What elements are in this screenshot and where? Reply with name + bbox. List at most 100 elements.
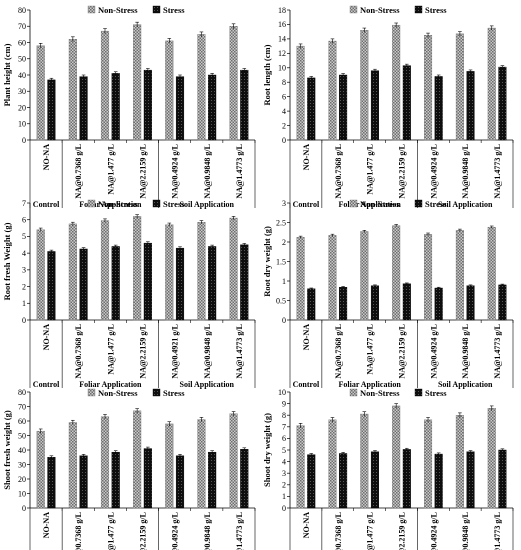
y-tick-label: 40 xyxy=(18,71,26,80)
bar-non-stress xyxy=(360,30,369,141)
legend-label-stress: Stress xyxy=(163,199,185,209)
chart-panel: 0 10 20 30 40 50 60 70 80 Shoot fresh weight (g) N… xyxy=(2,388,256,550)
bar-non-stress xyxy=(229,413,238,509)
y-tick-label: 1.5 xyxy=(276,257,286,266)
y-tick-label: 9 xyxy=(282,399,286,408)
group-label: Control xyxy=(293,200,320,209)
y-tick-label: 12 xyxy=(278,49,286,58)
y-tick-label: 30 xyxy=(18,87,26,96)
bar-stress xyxy=(143,69,152,141)
y-tick-label: 1 xyxy=(282,277,286,286)
bar-stress xyxy=(111,451,120,509)
y-tick-label: 1 xyxy=(282,492,286,501)
category-label: NA@0.7368 g/L xyxy=(334,144,343,199)
group-label: Foliar Application xyxy=(338,380,401,389)
category-label: NA@0.7368 g/L xyxy=(74,324,83,379)
y-tick-label: 4 xyxy=(282,457,286,466)
y-tick-label: 7 xyxy=(22,199,26,208)
bar-stress xyxy=(111,73,120,141)
y-tick-label: 60 xyxy=(18,38,26,47)
category-label: NA@1.4773 g/L xyxy=(493,512,502,550)
y-tick-label: 2.5 xyxy=(276,218,286,227)
bar-stress xyxy=(47,251,56,321)
bar-non-stress xyxy=(68,223,77,321)
category-label: NA@0.9848 g/L xyxy=(461,512,470,550)
y-axis-title: Root fresh Weight (g) xyxy=(2,222,12,300)
category-label: NA@1.477 g/L xyxy=(106,324,115,375)
category-label: NA@0.9848 g/L xyxy=(203,324,212,379)
y-tick-label: 3 xyxy=(282,199,286,208)
y-tick-label: 20 xyxy=(18,475,26,484)
bar-non-stress xyxy=(36,430,45,509)
bar-stress xyxy=(466,71,475,141)
category-label: NA@1.477 g/L xyxy=(106,144,115,195)
category-label: NO-NA xyxy=(302,512,311,538)
bar-non-stress xyxy=(392,225,401,321)
y-tick-label: 14 xyxy=(278,35,286,44)
group-label: Soil Application xyxy=(180,380,235,389)
bar-stress xyxy=(47,457,56,509)
bar-stress xyxy=(402,449,411,509)
y-tick-label: 80 xyxy=(18,6,26,15)
group-label: Control xyxy=(33,200,60,209)
bar-non-stress xyxy=(36,45,45,141)
bar-stress xyxy=(370,70,379,141)
category-label: NO-NA xyxy=(42,324,51,350)
legend-label-stress: Stress xyxy=(425,388,447,398)
bar-stress xyxy=(339,287,348,321)
y-tick-label: 50 xyxy=(18,431,26,440)
group-label: Soil Application xyxy=(438,200,493,209)
y-tick-label: 30 xyxy=(18,460,26,469)
legend-label-non-stress: Non-Stress xyxy=(98,199,138,209)
bar-non-stress xyxy=(328,40,337,141)
bar-stress xyxy=(79,455,88,509)
legend-swatch-non-stress xyxy=(87,5,96,14)
category-label: NA@1.477 g/L xyxy=(366,144,375,195)
category-label: NA@2.2159 g/L xyxy=(139,512,148,550)
category-label: NA@2.2159 g/L xyxy=(398,144,407,199)
bar-stress xyxy=(339,453,348,509)
legend-label-non-stress: Non-Stress xyxy=(98,5,138,15)
bar-non-stress xyxy=(487,408,496,509)
bar-stress xyxy=(208,451,217,509)
bar-stress xyxy=(175,76,185,141)
y-tick-label: 16 xyxy=(278,20,286,29)
legend-swatch-stress xyxy=(152,388,161,397)
bar-stress xyxy=(434,453,443,509)
legend-swatch-non-stress xyxy=(349,5,358,14)
y-tick-label: 20 xyxy=(18,103,26,112)
bar-non-stress xyxy=(229,217,238,321)
y-tick-label: 8 xyxy=(282,78,286,87)
legend-label-stress: Stress xyxy=(163,5,185,15)
category-label: NA@0.9848 g/L xyxy=(203,512,212,550)
group-label: Foliar Application xyxy=(338,200,401,209)
bar-non-stress xyxy=(68,39,77,141)
y-tick-label: 5 xyxy=(282,446,286,455)
legend-swatch-stress xyxy=(414,388,423,397)
y-tick-label: 70 xyxy=(18,402,26,411)
bar-stress xyxy=(402,65,411,141)
bar-non-stress xyxy=(328,419,337,509)
category-label: NO-NA xyxy=(302,324,311,350)
bar-non-stress xyxy=(165,224,174,321)
category-label: NA@0.7368 g/L xyxy=(334,324,343,379)
bar-stress xyxy=(143,242,152,321)
bar-stress xyxy=(466,451,475,509)
category-label: NA@0.4924 g/L xyxy=(429,144,438,199)
y-axis-title: Shoot fresh weight (g) xyxy=(2,410,12,490)
bar-non-stress xyxy=(197,222,206,321)
y-tick-label: 10 xyxy=(278,388,286,397)
bar-stress xyxy=(434,76,443,141)
category-label: NA@0.7368 g/L xyxy=(334,512,343,550)
bar-non-stress xyxy=(360,231,369,321)
category-label: NA@0.7368 g/L xyxy=(74,512,83,550)
bar-non-stress xyxy=(455,230,464,321)
y-tick-label: 0.5 xyxy=(276,296,286,305)
y-tick-label: 60 xyxy=(18,417,26,426)
chart-panel: 0 1 2 3 4 5 6 7 8 9 10 Shoot dry weight (g) NO-NA NA@… xyxy=(262,388,514,550)
bar-stress xyxy=(498,449,507,509)
bar-non-stress xyxy=(100,416,110,509)
y-tick-label: 50 xyxy=(18,55,26,64)
bar-stress xyxy=(402,283,411,321)
